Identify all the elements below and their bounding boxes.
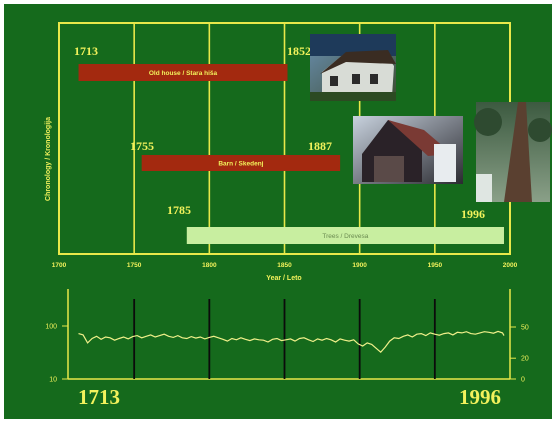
barn-photo	[353, 116, 463, 184]
slide-background: 1700 1750 1800 1850 1900 1950 2000 Chronology …	[4, 4, 552, 419]
house-photo	[310, 34, 396, 101]
bottom-right-tick-label: 20	[521, 356, 529, 363]
start-year-barn: 1755	[130, 139, 154, 153]
start-year-trees: 1785	[167, 203, 191, 217]
top-x-tick-label: 1750	[127, 262, 142, 269]
bottom-right-tick-label: 0	[521, 377, 525, 384]
footer-start-year: 1713	[78, 385, 120, 409]
top-x-tick-label: 1850	[277, 262, 292, 269]
top-x-axis-label: Year / Leto	[266, 275, 301, 282]
bottom-y-ticks: 10 100 0 20 50	[45, 324, 529, 384]
top-x-tick-label: 2000	[503, 262, 518, 269]
top-x-tick-label: 1900	[352, 262, 367, 269]
footer-end-year: 1996	[459, 385, 501, 409]
end-year-old-house: 1852	[287, 44, 311, 58]
bottom-left-tick-label: 10	[49, 377, 57, 384]
bar-label-trees: Trees / Drevesa	[322, 233, 368, 240]
tree-photo	[474, 102, 552, 202]
bottom-left-tick-label: 100	[45, 324, 57, 331]
bar-trees	[186, 227, 504, 244]
start-year-old-house: 1713	[74, 44, 98, 58]
bar-barn	[141, 155, 341, 171]
bottom-chart: 10 100 0 20 50	[45, 289, 529, 384]
end-year-trees: 1996	[461, 207, 485, 221]
top-x-tick-label: 1950	[428, 262, 443, 269]
bar-old-house	[78, 64, 288, 81]
ring-width-series	[78, 330, 505, 354]
dendrochronology-chart: 1700 1750 1800 1850 1900 1950 2000 Chronology …	[45, 22, 552, 409]
top-y-axis-label: Chronology / Kronologija	[45, 117, 52, 201]
bottom-gridlines	[133, 299, 436, 379]
top-x-tick-labels: 1700 1750 1800 1850 1900 1950 2000	[52, 262, 518, 269]
bar-label-old-house: Old house / Stara hiša	[149, 70, 218, 77]
top-x-tick-label: 1700	[52, 262, 67, 269]
top-x-tick-label: 1800	[202, 262, 217, 269]
end-year-barn: 1887	[308, 139, 332, 153]
bottom-right-tick-label: 50	[521, 325, 529, 332]
bar-label-barn: Barn / Skedenj	[218, 161, 263, 168]
chronology-bars: Old house / Stara hiša Barn / Skedenj Tr…	[74, 44, 504, 244]
